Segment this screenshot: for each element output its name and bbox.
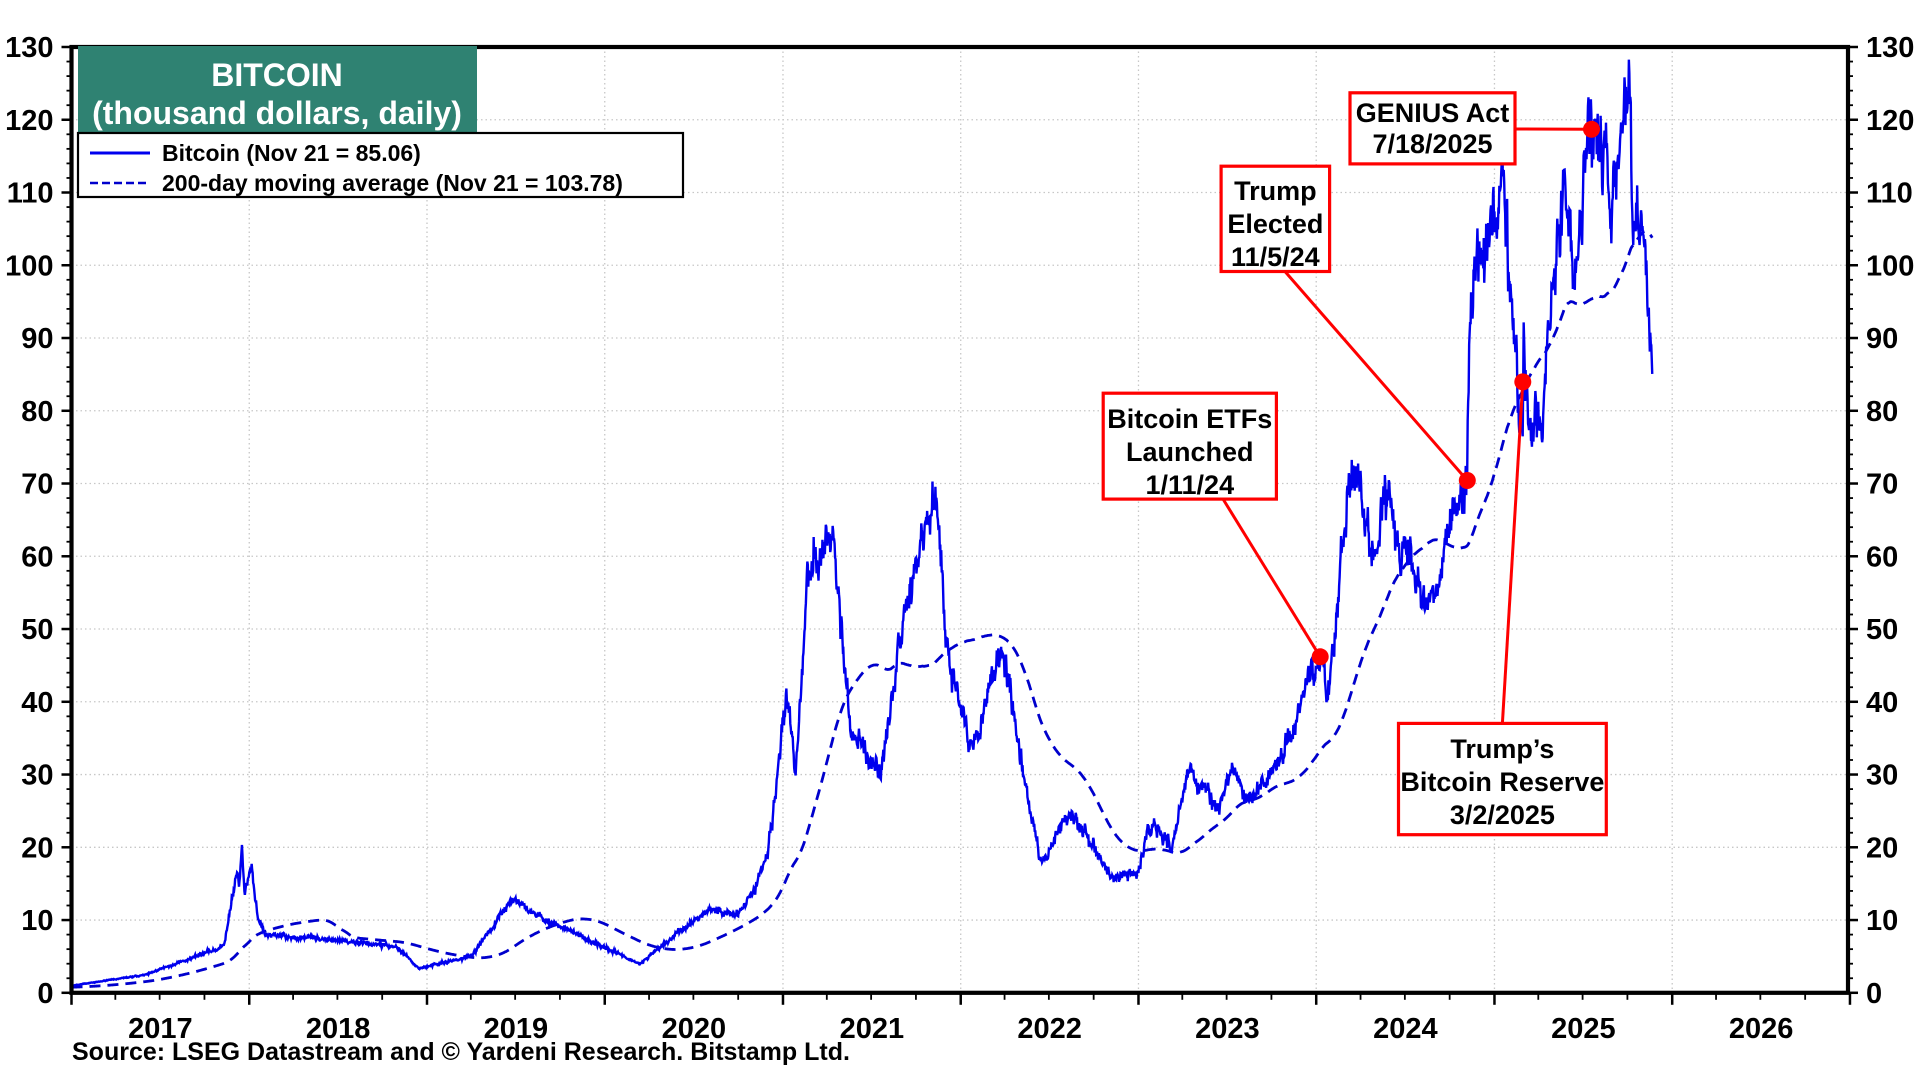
svg-text:70: 70 bbox=[1866, 469, 1898, 501]
svg-text:11/5/24: 11/5/24 bbox=[1231, 242, 1320, 272]
svg-text:110: 110 bbox=[7, 178, 54, 210]
svg-text:Launched: Launched bbox=[1126, 437, 1254, 467]
svg-text:Trump’s: Trump’s bbox=[1450, 734, 1554, 764]
svg-text:200-day moving average (Nov 21: 200-day moving average (Nov 21 = 103.78) bbox=[162, 170, 623, 196]
svg-text:10: 10 bbox=[1866, 905, 1898, 937]
svg-text:120: 120 bbox=[5, 105, 53, 137]
svg-text:20: 20 bbox=[1866, 832, 1898, 864]
svg-text:60: 60 bbox=[21, 541, 53, 573]
svg-text:2026: 2026 bbox=[1729, 1013, 1794, 1045]
svg-text:120: 120 bbox=[1866, 105, 1914, 137]
svg-text:80: 80 bbox=[1866, 396, 1898, 428]
svg-text:60: 60 bbox=[1866, 541, 1898, 573]
svg-text:GENIUS Act: GENIUS Act bbox=[1356, 98, 1510, 128]
svg-text:2022: 2022 bbox=[1017, 1013, 1082, 1045]
svg-text:Bitcoin (Nov 21 = 85.06): Bitcoin (Nov 21 = 85.06) bbox=[162, 140, 421, 166]
svg-text:2024: 2024 bbox=[1373, 1013, 1438, 1045]
svg-text:10: 10 bbox=[21, 905, 53, 937]
svg-text:80: 80 bbox=[21, 396, 53, 428]
svg-text:50: 50 bbox=[21, 614, 53, 646]
svg-text:70: 70 bbox=[21, 469, 53, 501]
svg-text:0: 0 bbox=[37, 978, 53, 1010]
svg-text:2025: 2025 bbox=[1551, 1013, 1616, 1045]
svg-text:Source: LSEG Datastream and ©: Source: LSEG Datastream and © Yardeni Re… bbox=[72, 1038, 850, 1066]
svg-text:40: 40 bbox=[21, 687, 53, 719]
svg-text:7/18/2025: 7/18/2025 bbox=[1372, 129, 1492, 159]
svg-text:30: 30 bbox=[21, 760, 53, 792]
svg-text:130: 130 bbox=[5, 32, 53, 64]
svg-text:(thousand dollars, daily): (thousand dollars, daily) bbox=[92, 95, 462, 131]
svg-text:Bitcoin ETFs: Bitcoin ETFs bbox=[1107, 404, 1272, 434]
svg-text:90: 90 bbox=[21, 323, 53, 355]
svg-text:Bitcoin Reserve: Bitcoin Reserve bbox=[1400, 767, 1604, 797]
svg-text:100: 100 bbox=[1866, 250, 1914, 282]
svg-text:20: 20 bbox=[21, 832, 53, 864]
svg-text:0: 0 bbox=[1866, 978, 1882, 1010]
svg-text:2023: 2023 bbox=[1195, 1013, 1260, 1045]
svg-text:90: 90 bbox=[1866, 323, 1898, 355]
svg-text:3/2/2025: 3/2/2025 bbox=[1450, 800, 1555, 830]
svg-text:Trump: Trump bbox=[1234, 176, 1317, 206]
svg-text:110: 110 bbox=[1866, 178, 1913, 210]
svg-text:30: 30 bbox=[1866, 760, 1898, 792]
svg-text:Elected: Elected bbox=[1227, 209, 1323, 239]
svg-text:40: 40 bbox=[1866, 687, 1898, 719]
svg-text:BITCOIN: BITCOIN bbox=[211, 57, 343, 93]
svg-text:100: 100 bbox=[5, 250, 53, 282]
svg-text:130: 130 bbox=[1866, 32, 1914, 64]
svg-text:50: 50 bbox=[1866, 614, 1898, 646]
svg-text:1/11/24: 1/11/24 bbox=[1146, 470, 1235, 500]
